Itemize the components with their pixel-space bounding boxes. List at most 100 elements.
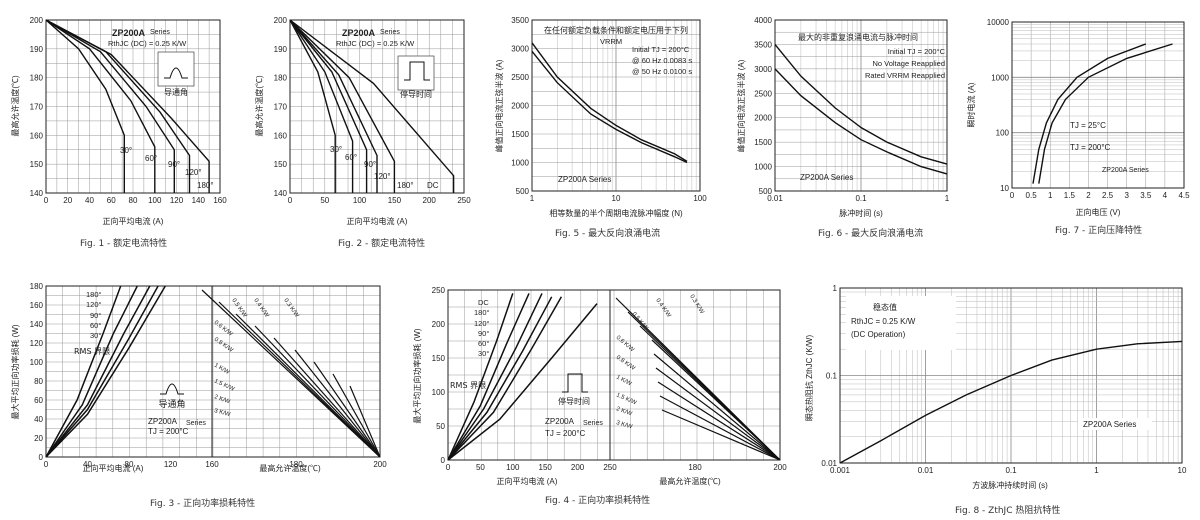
f8-ytick-label: 0.01	[821, 459, 837, 468]
f3-series-3	[45, 285, 138, 458]
f8-series-tag: ZP200A Series	[1083, 420, 1136, 429]
f3-series-label: 30°	[90, 331, 101, 340]
f6-xtick-label: 0.1	[855, 194, 867, 203]
f8-note-1: 稳态值	[873, 302, 897, 312]
f3-ytick-label: 160	[30, 301, 44, 310]
f8-xtick-label: 1	[1094, 466, 1099, 475]
f3-thermal-line-3	[254, 325, 381, 458]
f7-xtick-label: 2	[1086, 191, 1091, 200]
f3-series-label: 120°	[86, 300, 102, 309]
f8-note-3: (DC Operation)	[851, 330, 906, 339]
f1-ytick-label: 140	[30, 189, 44, 198]
f5-note-1: 在任何额定负载条件和额定电压用于下列	[544, 25, 688, 35]
f3-thermal-line-5	[294, 349, 381, 458]
f1-xtick-label: 80	[129, 196, 138, 205]
f5-ytick-label: 2000	[511, 102, 529, 111]
f7-t2-label: TJ = 200°C	[1070, 143, 1111, 152]
f7-ylabel: 瞬时电流 (A)	[966, 82, 976, 127]
f4-thermal-line-4	[653, 353, 781, 461]
f6-ytick-label: 1000	[754, 163, 772, 172]
f3-thermal-line-7	[332, 373, 381, 458]
f3-thermal-label: 0.3 K/W	[282, 298, 299, 319]
f1-xtick-label: 60	[107, 196, 116, 205]
f3-thermal-label: 0.4 K/W	[252, 298, 269, 319]
f1-series-2	[45, 19, 175, 193]
f1-xtick-label: 100	[148, 196, 162, 205]
f1-series-tag: ZP200A	[112, 28, 146, 38]
f6-ytick-label: 3500	[754, 40, 772, 49]
f4-thermal-label: 0.6 K/W	[615, 335, 635, 354]
f5-series-tag: ZP200A Series	[558, 175, 611, 184]
f3-thermal-label: 1.5 K/W	[213, 378, 235, 393]
f6-series-tag: ZP200A Series	[800, 173, 853, 182]
f1-series-label: 180°	[197, 181, 214, 190]
f4-series-0	[447, 303, 598, 461]
f5-ytick-label: 3500	[511, 16, 529, 25]
f3-ytick-label: 20	[34, 434, 43, 443]
f6-ytick-label: 1500	[754, 138, 772, 147]
f2-rth-label: RthJC (DC) = 0.25 K/W	[336, 39, 415, 48]
f4-inset-label: 停导时间	[558, 396, 590, 406]
f6-note-1: 最大的非重复浪涌电流与脉冲时间	[798, 32, 918, 42]
f4-x2tick-label: 180	[688, 463, 702, 472]
f2-ytick-label: 150	[274, 160, 288, 169]
f7-frame	[1011, 21, 1185, 189]
f2-ytick-label: 190	[274, 45, 288, 54]
f2-ytick-label: 140	[274, 189, 288, 198]
f3-thermal-line-8	[349, 385, 381, 458]
f2-series-1	[289, 19, 354, 193]
f4-thermal-label: 0.4 K/W	[654, 298, 671, 319]
f5-ytick-label: 2500	[511, 73, 529, 82]
f4-ytick-label: 150	[432, 354, 446, 363]
f4-series-label: 30°	[478, 349, 489, 358]
f4-series-2	[447, 296, 553, 461]
f3-thermal-label: 2 K/W	[213, 394, 231, 405]
f4-series-5	[447, 293, 514, 461]
f3-thermal-label: 1 K/W	[213, 363, 230, 377]
f4-xtick-label: 0	[446, 463, 451, 472]
f3-frame	[45, 285, 381, 458]
f4-series-label: 60°	[478, 339, 489, 348]
f3-inset-label: 导通角	[158, 398, 185, 410]
f3-series-4	[45, 285, 122, 458]
f1-ytick-label: 180	[30, 74, 44, 83]
f7-t1-label: TJ = 25°C	[1070, 121, 1106, 130]
f7-ytick-label: 100	[996, 129, 1010, 138]
f5-note-2: VRRM	[600, 37, 622, 46]
f1-xtick-label: 160	[213, 196, 227, 205]
f4-series-label: DC	[478, 298, 489, 307]
f3-x2tick-label: 180	[289, 460, 303, 469]
f5-xlabel: 相等数量的半个周期电流脉冲幅度 (N)	[549, 208, 683, 218]
f8-xlabel: 方波脉冲持续时间 (s)	[972, 480, 1048, 490]
f7-grid	[1011, 22, 1185, 189]
f8-ytick-label: 1	[833, 284, 838, 293]
f7-xtick-label: 1	[1048, 191, 1053, 200]
f5-ytick-label: 500	[516, 187, 530, 196]
f3-ytick-label: 120	[30, 339, 44, 348]
f8-xtick-label: 10	[1178, 466, 1187, 475]
f1-ytick-label: 160	[30, 131, 44, 140]
f2-xtick-label: 50	[320, 196, 329, 205]
f2-series-label: 90°	[364, 160, 376, 169]
f4-thermal-label: 0.8 K/W	[615, 355, 636, 372]
f6-series-0	[774, 43, 948, 165]
f4-ytick-label: 50	[436, 422, 445, 431]
f5-frame	[531, 19, 701, 192]
f4-rms-label: RMS 界限	[450, 381, 486, 390]
f3-xtick-label: 120	[164, 460, 178, 469]
f7-xlabel: 正向电压 (V)	[1076, 207, 1121, 217]
f6-ytick-label: 3000	[754, 65, 772, 74]
f1-ytick-label: 200	[30, 16, 44, 25]
f3-rms-label: RMS 界限	[74, 347, 110, 356]
f1-series-label: 30°	[120, 146, 132, 155]
f3-series-0	[45, 285, 166, 458]
f2-series-4	[289, 19, 396, 193]
f3-waveform-icon	[160, 383, 184, 395]
f8-note-2: RthJC = 0.25 K/W	[851, 317, 916, 326]
f4-thermal-label: 0.3 K/W	[688, 294, 705, 316]
f2-series-3	[289, 19, 378, 193]
f6-ytick-label: 2000	[754, 114, 772, 123]
f1-ytick-label: 170	[30, 103, 44, 112]
f2-xtick-label: 0	[288, 196, 293, 205]
